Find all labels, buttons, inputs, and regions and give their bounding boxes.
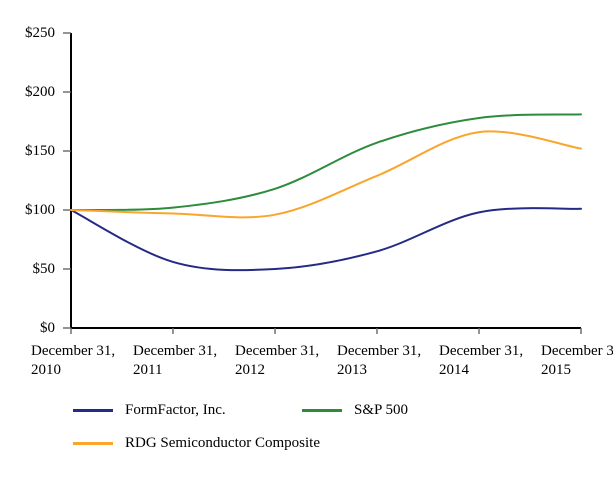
legend-label: S&P 500 bbox=[354, 402, 409, 418]
y-axis-tick-label: $250 bbox=[25, 25, 55, 41]
x-tick-date: December 31, bbox=[133, 343, 218, 359]
legend-swatch bbox=[302, 408, 342, 412]
legend-item: RDG Semiconductor Composite bbox=[73, 435, 320, 451]
x-tick-year: 2012 bbox=[235, 362, 265, 378]
x-tick-year: 2010 bbox=[31, 362, 61, 378]
x-tick-date: December 31, bbox=[235, 343, 320, 359]
x-axis-tick-label: December 31, 2010 bbox=[31, 342, 141, 380]
x-axis-tick-label: December 31, 2014 bbox=[439, 342, 549, 380]
x-tick-year: 2011 bbox=[133, 362, 163, 378]
series-line-s-p-500 bbox=[70, 113, 582, 212]
x-tick-year: 2013 bbox=[337, 362, 367, 378]
x-tick-date: December 31, bbox=[337, 343, 422, 359]
legend-item: FormFactor, Inc. bbox=[73, 402, 226, 418]
x-axis-tick-label: December 31, 2015 bbox=[541, 342, 613, 380]
series-line-rdg-semiconductor-composite bbox=[70, 130, 582, 219]
y-axis-tick-label: $0 bbox=[40, 320, 55, 336]
y-axis-tick-label: $100 bbox=[25, 202, 55, 218]
legend-swatch bbox=[73, 408, 113, 412]
x-tick-year: 2014 bbox=[439, 362, 469, 378]
x-tick-year: 2015 bbox=[541, 362, 571, 378]
x-tick-date: December 31, bbox=[439, 343, 524, 359]
x-tick-date: December 31, bbox=[541, 343, 613, 359]
y-axis-tick-label: $200 bbox=[25, 84, 55, 100]
legend-swatch bbox=[73, 441, 113, 445]
legend-label: RDG Semiconductor Composite bbox=[125, 435, 320, 451]
y-axis-tick-label: $150 bbox=[25, 143, 55, 159]
legend-label: FormFactor, Inc. bbox=[125, 402, 226, 418]
x-tick-date: December 31, bbox=[31, 343, 116, 359]
x-axis-tick-label: December 31, 2011 bbox=[133, 342, 243, 380]
series-line-formfactor-inc bbox=[70, 207, 582, 272]
legend-item: S&P 500 bbox=[302, 402, 408, 418]
x-axis-tick-label: December 31, 2012 bbox=[235, 342, 345, 380]
chart-canvas bbox=[63, 32, 582, 334]
y-axis-tick-label: $50 bbox=[32, 261, 56, 277]
x-axis-tick-label: December 31, 2013 bbox=[337, 342, 447, 380]
